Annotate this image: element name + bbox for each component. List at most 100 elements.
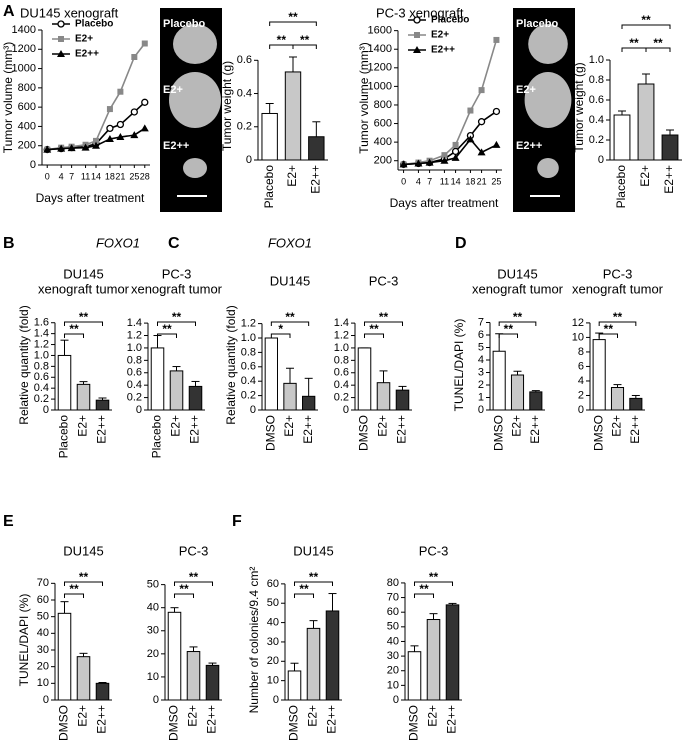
legend-label: E2+ <box>431 30 449 41</box>
y-tick-label: 0.4 <box>241 375 256 387</box>
x-tick-label: 25 <box>491 176 501 186</box>
y-tick-label: 30 <box>267 636 279 648</box>
marker <box>440 156 449 164</box>
marker <box>451 147 460 156</box>
bar <box>205 664 220 701</box>
significance-bracket <box>414 593 434 598</box>
x-tick-label: E2++ <box>445 705 459 734</box>
significance-label: ** <box>379 310 389 324</box>
significance-bracket <box>364 321 403 326</box>
significance-label: ** <box>162 322 172 336</box>
marker <box>81 143 90 151</box>
x-tick-label: E2++ <box>301 415 315 444</box>
significance-bracket <box>645 47 671 52</box>
marker <box>106 124 114 133</box>
bar <box>287 670 302 701</box>
y-tick-label: 0 <box>343 404 349 416</box>
tumor <box>524 72 572 128</box>
y-tick-label: 20 <box>267 655 279 667</box>
bar <box>510 374 525 411</box>
photo-label: E2+ <box>516 84 536 96</box>
y-axis-label: Relative quantity (fold) <box>224 305 238 424</box>
tumor <box>183 158 207 178</box>
significance-bracket <box>270 333 291 338</box>
x-tick-label: E2+ <box>426 705 440 727</box>
x-tick-label: 4 <box>59 171 64 181</box>
bar <box>284 71 302 161</box>
y-tick-label: 0.8 <box>589 74 604 86</box>
x-tick-label: E2+ <box>76 705 90 727</box>
y-axis-label: Number of colonies/9.4 cm² <box>247 567 261 714</box>
significance-label: ** <box>300 33 310 47</box>
significance-bracket <box>174 593 194 598</box>
significance-bracket <box>598 321 637 326</box>
marker <box>467 107 474 114</box>
y-tick-label: 70 <box>37 577 49 589</box>
y-tick-label: 1400 <box>368 43 392 55</box>
chart-title: xenograft tumor <box>572 281 664 296</box>
chart-title: DU145 <box>63 266 103 281</box>
panel-letter: C <box>168 235 180 252</box>
photo-label: Placebo <box>163 18 205 30</box>
x-tick-label: 11 <box>81 171 90 181</box>
x-tick-label: 14 <box>91 171 101 181</box>
significance-bracket <box>157 321 196 326</box>
y-tick-label: 1.6 <box>34 317 49 329</box>
y-axis-label: TUNEL/DAPI (%) <box>452 319 466 412</box>
legend-label: E2++ <box>431 45 455 56</box>
y-tick-label: 0 <box>30 159 36 171</box>
marker <box>477 118 486 126</box>
tumor <box>528 24 568 64</box>
marker <box>466 135 475 143</box>
y-tick-label: 200 <box>18 140 36 152</box>
y-tick-label: 0.2 <box>241 390 256 402</box>
y-tick-label: 1.4 <box>34 328 49 340</box>
photo-label: Placebo <box>516 18 558 30</box>
y-tick-label: 1600 <box>368 25 392 37</box>
y-tick-label: 0.6 <box>34 371 49 383</box>
panel-letter: B <box>3 235 15 252</box>
marker <box>425 158 434 166</box>
y-tick-label: 0 <box>393 694 399 706</box>
bar <box>426 619 441 701</box>
x-tick-label: Placebo <box>57 415 71 459</box>
y-tick-label: 20 <box>387 665 399 677</box>
y-tick-label: 1.0 <box>241 332 256 344</box>
y-tick-label: 3 <box>478 366 484 378</box>
chart-title: PC-3 <box>419 543 449 558</box>
gene-label: FOXO1 <box>96 235 140 250</box>
marker <box>116 120 125 129</box>
chart-title: xenograft tumor <box>131 281 223 296</box>
legend-marker <box>57 20 65 28</box>
significance-bracket <box>364 333 384 338</box>
x-tick-label: E2+ <box>306 705 320 727</box>
bar <box>261 112 278 161</box>
y-axis-label: TUNEL/DAPI (%) <box>17 594 31 687</box>
y-tick-label: 2 <box>478 379 484 391</box>
y-tick-label: 50 <box>267 597 279 609</box>
bar <box>610 387 625 411</box>
bar <box>529 391 543 411</box>
chart-title: PC-3 <box>162 266 192 281</box>
marker <box>399 160 408 168</box>
y-tick-label: 0 <box>598 154 604 166</box>
x-tick-label: DMSO <box>491 415 505 451</box>
marker <box>92 141 100 149</box>
y-tick-label: 20 <box>147 648 159 660</box>
x-tick-label: 21 <box>115 171 125 181</box>
x-tick-label: DMSO <box>167 705 181 741</box>
y-tick-label: 80 <box>387 577 399 589</box>
significance-bracket <box>64 321 103 326</box>
y-tick-label: 0.6 <box>241 361 256 373</box>
y-tick-label: 12 <box>572 317 584 329</box>
x-tick-label: 28 <box>140 171 150 181</box>
y-tick-label: 1.0 <box>334 342 349 354</box>
x-tick-label: E2++ <box>95 415 109 444</box>
x-tick-label: E2++ <box>188 415 202 444</box>
panel-letter: A <box>3 3 15 20</box>
y-tick-label: 5 <box>478 341 484 353</box>
y-tick-label: 0.2 <box>237 121 252 133</box>
marker <box>117 88 124 95</box>
